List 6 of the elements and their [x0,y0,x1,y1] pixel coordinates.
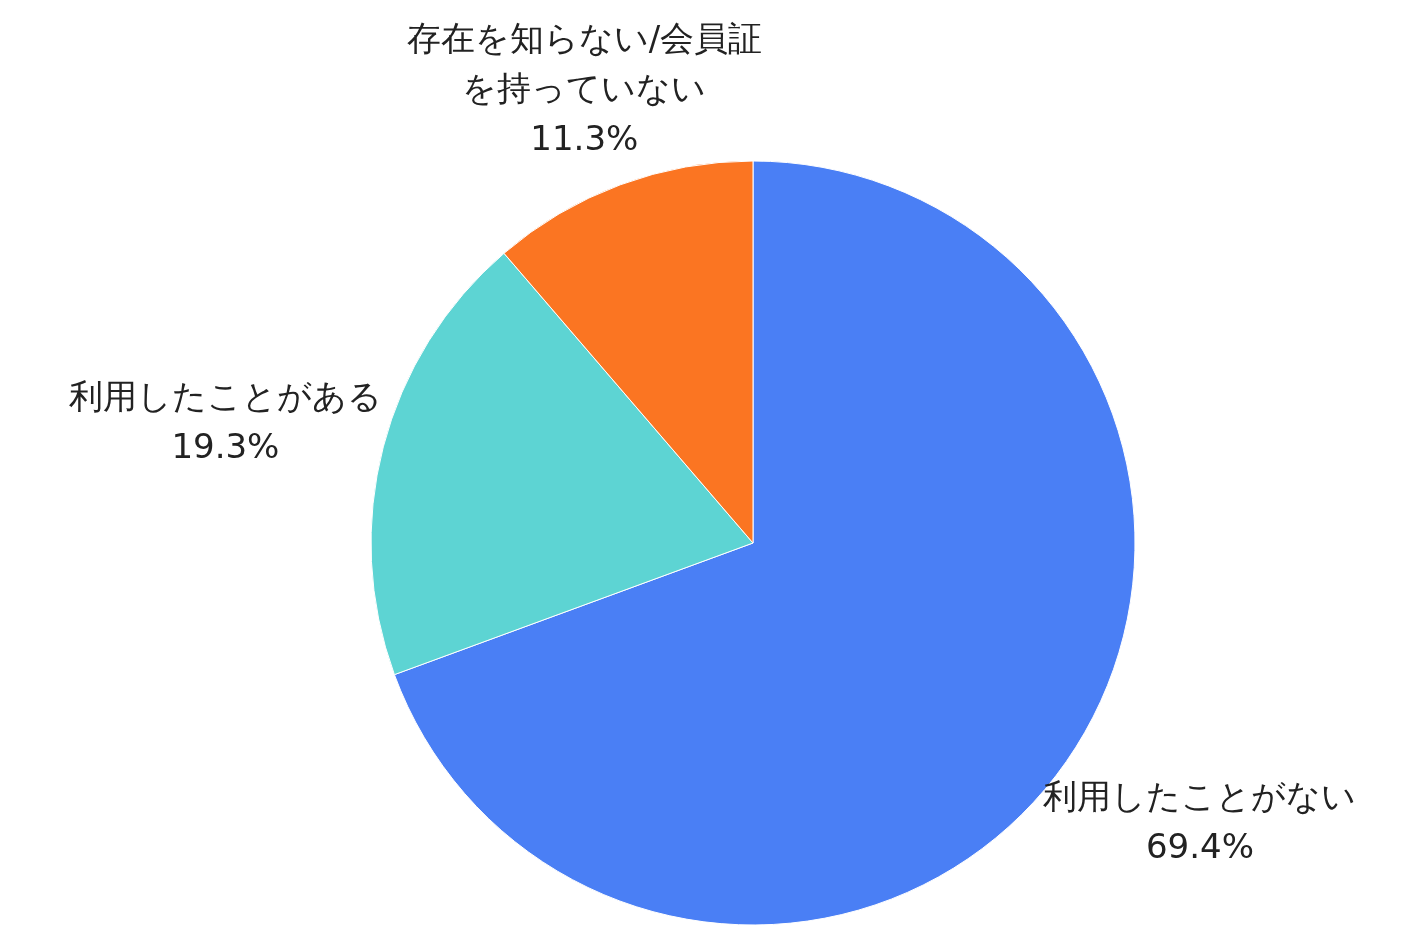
slice-label: 利用したことがある [68,375,382,416]
slice-label: 利用したことがない [1043,775,1357,816]
data-label: 19.3% [171,425,280,466]
data-label: 11.3% [530,118,639,159]
slice-label: 存在を知らない/会員証を持っていない [406,18,763,109]
data-label: 69.4% [1145,825,1254,866]
